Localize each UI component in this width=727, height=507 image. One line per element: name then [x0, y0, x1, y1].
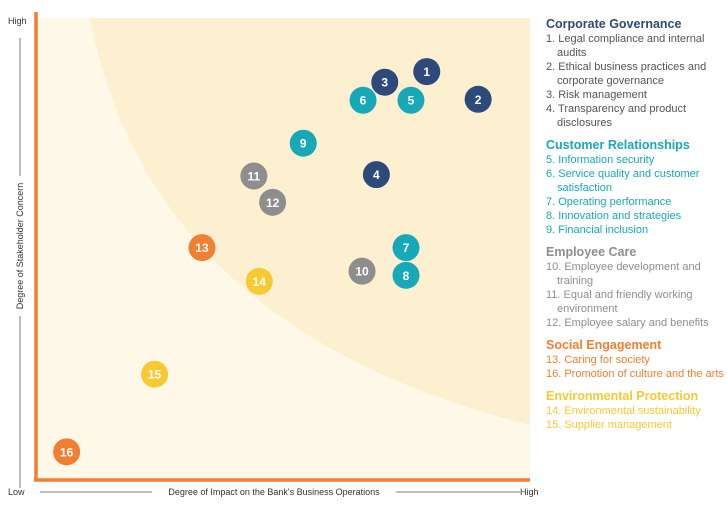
- data-point-11: 11: [240, 162, 268, 190]
- legend-item: 14. Environmental sustainability: [546, 405, 701, 417]
- data-point-marker: [188, 234, 216, 262]
- legend-item: 1. Legal compliance and internal audits: [546, 33, 705, 59]
- legend-item: 6. Service quality and customer satisfac…: [546, 168, 700, 194]
- legend-title: Social Engagement: [546, 338, 662, 352]
- data-point-marker: [392, 261, 420, 289]
- data-point-label: 1: [423, 65, 430, 79]
- legend: Corporate Governance 1. Legal compliance …: [546, 16, 724, 439]
- legend-item: 16. Promotion of culture and the arts: [546, 368, 724, 380]
- chart-axes: High Low High Degree of Impact on the Ba…: [8, 12, 539, 497]
- data-point-marker: [392, 234, 420, 262]
- data-point-7: 7: [392, 234, 420, 262]
- legend-title: Customer Relationships: [546, 138, 690, 152]
- data-point-1: 1: [413, 58, 441, 86]
- legend-list: 5. Information security 6. Service qualit…: [546, 153, 724, 237]
- data-point-10: 10: [348, 257, 376, 285]
- x-axis-title: Degree of Impact on the Bank's Business …: [168, 487, 380, 497]
- legend-group-employee: Employee Care 10. Employee development an…: [546, 244, 724, 330]
- legend-list: 14. Environmental sustainability 15. Supp…: [546, 404, 724, 432]
- legend-item: 12. Employee salary and benefits: [546, 317, 709, 329]
- legend-item: 8. Innovation and strategies: [546, 210, 682, 222]
- legend-title: Employee Care: [546, 245, 637, 259]
- legend-title: Corporate Governance: [546, 17, 682, 31]
- y-axis-title: Degree of Stakeholder Concern: [15, 183, 25, 310]
- data-point-4: 4: [362, 161, 390, 189]
- data-point-marker: [362, 161, 390, 189]
- data-point-marker: [141, 360, 169, 388]
- data-point-label: 10: [355, 265, 369, 279]
- data-point-label: 11: [248, 170, 261, 184]
- legend-item: 2. Ethical business practices and corpor…: [546, 61, 707, 87]
- legend-item: 13. Caring for society: [546, 354, 650, 366]
- legend-item: 15. Supplier management: [546, 419, 672, 431]
- data-point-marker: [349, 86, 377, 114]
- data-point-label: 8: [403, 269, 410, 283]
- materiality-chart: High Low High Degree of Impact on the Ba…: [8, 12, 539, 497]
- legend-item: 5. Information security: [546, 154, 655, 166]
- data-point-label: 9: [300, 137, 307, 151]
- legend-group-customer: Customer Relationships 5. Information sec…: [546, 137, 724, 237]
- data-point-label: 13: [195, 241, 209, 255]
- legend-group-social: Social Engagement 13. Caring for society 1…: [546, 337, 724, 381]
- legend-item: 3. Risk management: [546, 89, 647, 101]
- data-point-8: 8: [392, 261, 420, 289]
- data-point-marker: [245, 267, 273, 295]
- x-axis-high-label: High: [520, 487, 539, 497]
- legend-group-environmental: Environmental Protection 14. Environmenta…: [546, 388, 724, 432]
- data-point-5: 5: [397, 86, 425, 114]
- data-point-marker: [53, 438, 81, 466]
- data-point-marker: [397, 86, 425, 114]
- x-axis-low-label: Low: [8, 487, 25, 497]
- legend-item: 11. Equal and friendly working environme…: [546, 289, 693, 315]
- legend-list: 10. Employee development and training 11.…: [546, 260, 724, 330]
- data-point-3: 3: [371, 68, 399, 96]
- data-point-marker: [348, 257, 376, 285]
- legend-list: 13. Caring for society 16. Promotion of c…: [546, 353, 724, 381]
- legend-group-corporate: Corporate Governance 1. Legal compliance …: [546, 16, 724, 130]
- legend-item: 9. Financial inclusion: [546, 224, 649, 236]
- chart-background-zones: [36, 18, 530, 480]
- legend-item: 4. Transparency and product disclosures: [546, 103, 687, 129]
- high-priority-zone: [90, 18, 530, 425]
- y-axis-high-label: High: [8, 16, 27, 26]
- data-point-marker: [413, 58, 441, 86]
- data-point-label: 3: [381, 76, 388, 90]
- data-point-marker: [289, 129, 317, 157]
- data-point-marker: [240, 162, 268, 190]
- data-point-14: 14: [245, 267, 273, 295]
- data-point-label: 12: [266, 196, 280, 210]
- data-point-label: 5: [408, 94, 415, 108]
- data-point-2: 2: [464, 85, 492, 113]
- data-point-label: 2: [475, 93, 482, 107]
- data-point-label: 7: [403, 241, 410, 255]
- data-point-marker: [371, 68, 399, 96]
- data-point-12: 12: [259, 188, 287, 216]
- data-point-marker: [259, 188, 287, 216]
- data-point-label: 14: [253, 275, 267, 289]
- legend-item: 10. Employee development and training: [546, 261, 701, 287]
- data-point-13: 13: [188, 234, 216, 262]
- data-point-15: 15: [141, 360, 169, 388]
- data-point-9: 9: [289, 129, 317, 157]
- data-point-label: 6: [360, 94, 367, 108]
- data-point-label: 4: [373, 168, 380, 182]
- legend-list: 1. Legal compliance and internal audits 2…: [546, 32, 724, 130]
- legend-title: Environmental Protection: [546, 389, 699, 403]
- legend-item: 7. Operating performance: [546, 196, 672, 208]
- data-point-16: 16: [53, 438, 81, 466]
- data-point-marker: [464, 85, 492, 113]
- data-point-6: 6: [349, 86, 377, 114]
- data-point-label: 15: [148, 368, 162, 382]
- data-point-label: 16: [60, 445, 74, 459]
